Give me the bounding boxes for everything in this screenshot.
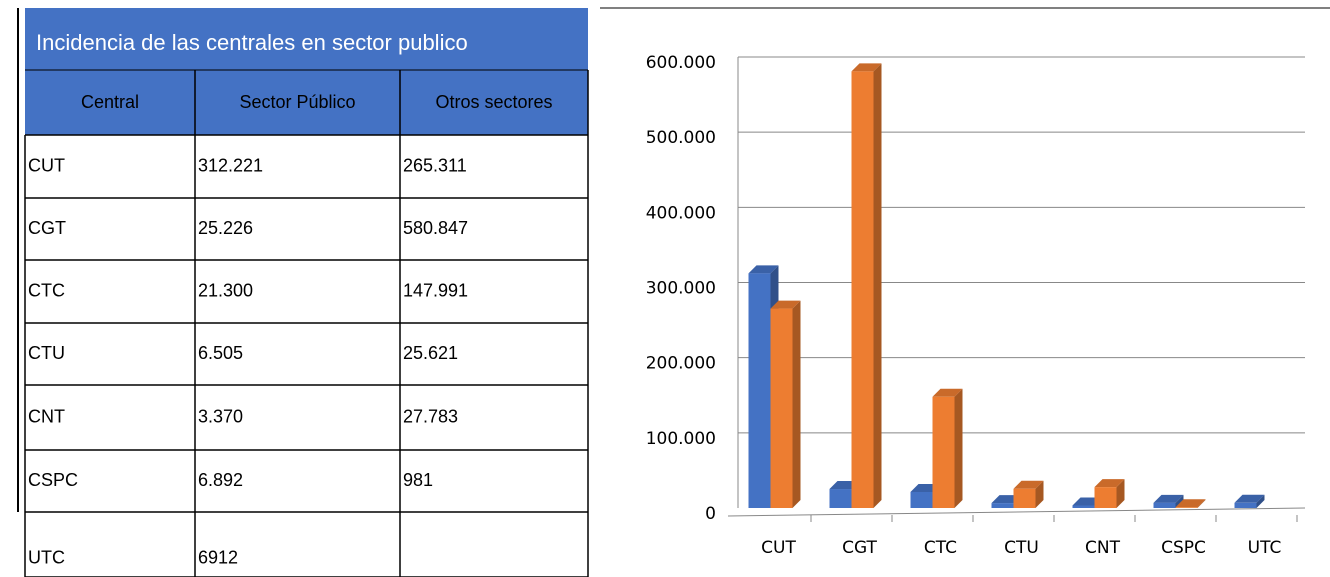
bar: [910, 491, 933, 508]
bar-side: [1175, 494, 1184, 508]
x-tick-label: CNT: [1085, 538, 1121, 558]
bar-top: [1175, 499, 1206, 508]
y-tick-label: 300.000: [646, 279, 716, 299]
bar-side: [1116, 479, 1125, 508]
bar-side: [1197, 499, 1206, 508]
table-header-cell: Central: [81, 92, 139, 112]
y-tick-label: 600.000: [646, 53, 716, 73]
x-tick-label: CSPC: [1161, 538, 1206, 558]
table-cell: 25.226: [198, 218, 253, 238]
table-cell: CSPC: [28, 470, 78, 490]
y-tick-label: 500.000: [646, 128, 716, 148]
table-cell: 147.991: [403, 280, 468, 300]
table-cell: 6912: [198, 547, 238, 567]
table-cell: 21.300: [198, 280, 253, 300]
table-title: Incidencia de las centrales en sector pu…: [36, 30, 468, 55]
table-cell: 312.221: [198, 155, 263, 175]
table-cell: CTU: [28, 343, 65, 363]
bar: [1234, 502, 1257, 508]
bar: [1175, 507, 1198, 508]
table-cell: 25.621: [403, 343, 458, 363]
bar-side: [873, 63, 882, 509]
bar-side: [1035, 480, 1044, 508]
bar: [1072, 505, 1095, 508]
table-cell: 981: [403, 470, 433, 490]
table-cell: 6.505: [198, 343, 243, 363]
table-cell: CTC: [28, 280, 65, 300]
x-tick-label: UTC: [1248, 538, 1282, 558]
table-cell: 6.892: [198, 470, 243, 490]
x-tick-label: CGT: [842, 538, 877, 558]
bar: [851, 71, 874, 509]
table-cell: CNT: [28, 406, 65, 426]
y-tick-label: 200.000: [646, 354, 716, 374]
bar-side: [792, 300, 801, 508]
table-cell: 265.311: [403, 155, 467, 175]
bar-top: [1094, 479, 1125, 488]
table-cell: 580.847: [403, 218, 468, 238]
y-tick-label: 0: [705, 504, 716, 524]
bar: [991, 503, 1014, 508]
bar: [1094, 487, 1117, 508]
bar: [1013, 488, 1036, 508]
bar-top: [1234, 494, 1265, 503]
bar-side: [954, 388, 963, 508]
bar-top: [932, 388, 963, 397]
grid-line: [727, 507, 1306, 517]
bar-top: [748, 265, 779, 274]
table-cell: 3.370: [198, 406, 243, 426]
bar: [829, 489, 852, 508]
table-cell: CUT: [28, 155, 65, 175]
table-cell: UTC: [28, 547, 65, 567]
table-header-bg: [25, 8, 588, 135]
table-cell: CGT: [28, 218, 66, 238]
table-header-cell: Sector Público: [239, 92, 355, 112]
bar: [748, 273, 771, 508]
y-tick-label: 100.000: [646, 429, 716, 449]
bar-side: [1256, 494, 1265, 508]
table-cell: 27.783: [403, 406, 458, 426]
bar: [770, 308, 793, 508]
bar-top: [1013, 480, 1044, 489]
y-tick-label: 400.000: [646, 203, 716, 223]
x-tick-label: CTU: [1004, 538, 1039, 558]
bar: [1153, 502, 1176, 508]
bar-top: [851, 63, 882, 72]
bar: [932, 396, 955, 508]
bar-top: [1153, 494, 1184, 503]
x-tick-label: CUT: [761, 538, 796, 558]
bar-top: [770, 300, 801, 309]
table-header-cell: Otros sectores: [435, 92, 552, 112]
x-tick-label: CTC: [924, 538, 957, 558]
